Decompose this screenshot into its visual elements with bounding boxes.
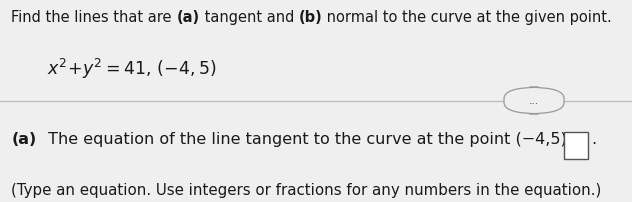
Text: ...: ... <box>529 96 539 106</box>
Text: normal to the curve at the given point.: normal to the curve at the given point. <box>322 10 612 25</box>
Text: .: . <box>592 131 597 146</box>
Text: tangent and: tangent and <box>200 10 299 25</box>
Text: The equation of the line tangent to the curve at the point (−4,5) is: The equation of the line tangent to the … <box>43 131 585 146</box>
Text: $x^2\!+\!y^2=41,\,(-4,5)$: $x^2\!+\!y^2=41,\,(-4,5)$ <box>47 57 217 81</box>
Text: Find the lines that are: Find the lines that are <box>11 10 176 25</box>
Text: (a): (a) <box>176 10 200 25</box>
Text: (a): (a) <box>11 131 37 146</box>
Text: (Type an equation. Use integers or fractions for any numbers in the equation.): (Type an equation. Use integers or fract… <box>11 182 602 197</box>
Text: (b): (b) <box>299 10 322 25</box>
Bar <box>564 132 588 160</box>
FancyBboxPatch shape <box>504 88 564 114</box>
